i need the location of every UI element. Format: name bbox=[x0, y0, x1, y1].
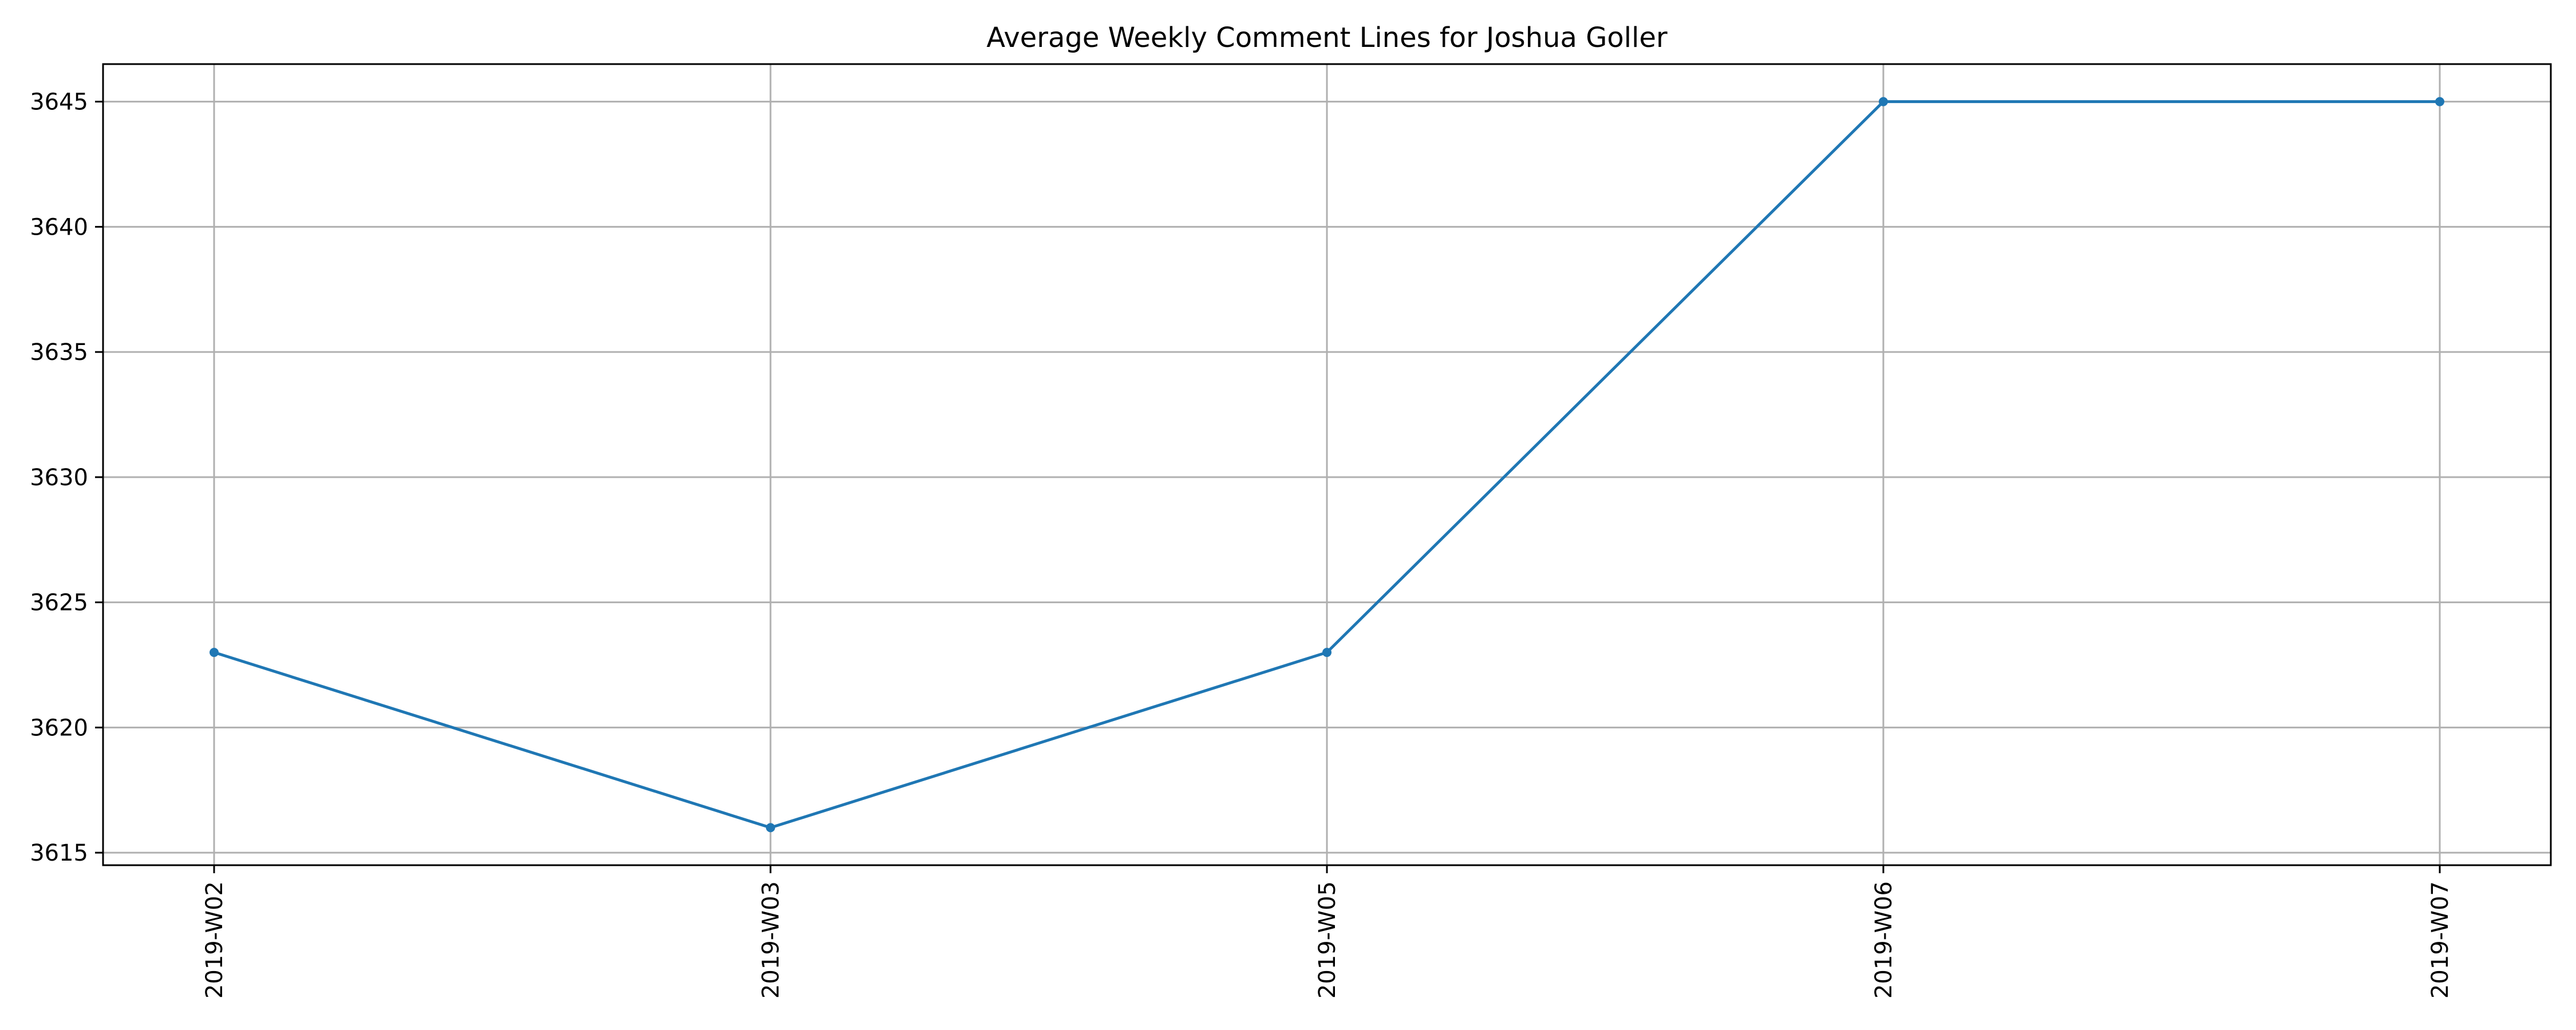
series bbox=[210, 97, 2444, 833]
y-tick-label: 3615 bbox=[30, 840, 88, 866]
data-point bbox=[1879, 97, 1888, 106]
y-tick-label: 3620 bbox=[30, 715, 88, 741]
y-tick-label: 3630 bbox=[30, 465, 88, 491]
chart-title: Average Weekly Comment Lines for Joshua … bbox=[986, 22, 1668, 54]
y-tick-label: 3640 bbox=[30, 214, 88, 240]
data-point bbox=[766, 823, 775, 833]
x-tick-label: 2019-W05 bbox=[1314, 881, 1341, 999]
x-tick-label: 2019-W07 bbox=[2427, 881, 2453, 999]
x-tick-label: 2019-W03 bbox=[758, 881, 784, 999]
data-point bbox=[210, 648, 219, 657]
plot-frame bbox=[102, 63, 2552, 866]
data-point bbox=[2435, 97, 2444, 106]
data-point bbox=[1322, 648, 1332, 657]
y-tick-label: 3635 bbox=[30, 339, 88, 366]
axes: 3615 3620 3625 3630 3635 3640 3645 2019-W02 2019… bbox=[30, 89, 2453, 999]
y-tick-label: 3645 bbox=[30, 89, 88, 116]
x-tick-label: 2019-W02 bbox=[202, 881, 228, 999]
x-tick-label: 2019-W06 bbox=[1871, 881, 1897, 999]
y-tick-label: 3625 bbox=[30, 590, 88, 616]
grid-lines bbox=[103, 64, 2551, 865]
